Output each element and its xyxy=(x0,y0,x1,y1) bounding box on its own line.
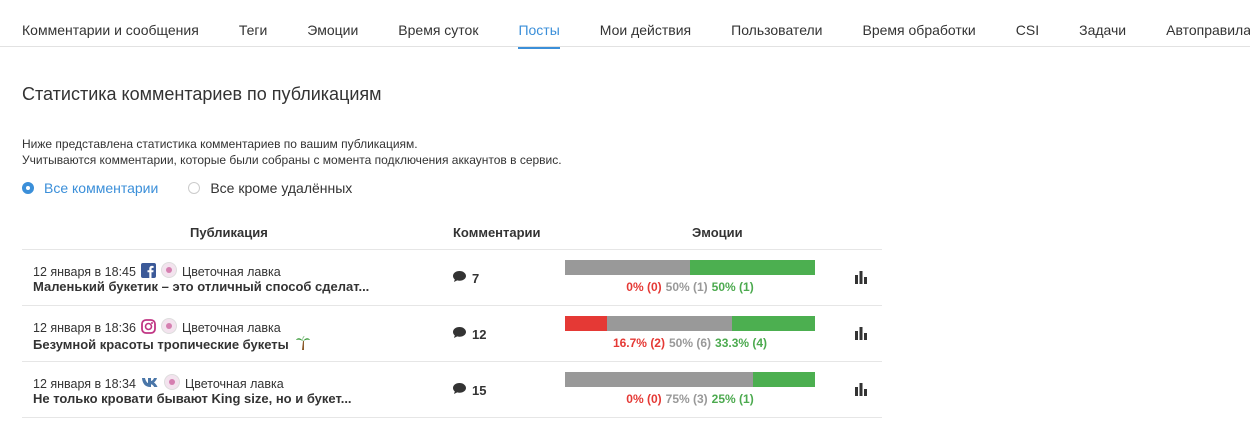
emotion-segment xyxy=(731,316,815,331)
emotion-segment xyxy=(752,372,815,387)
comments: 12 xyxy=(452,326,486,342)
emotion-segment xyxy=(690,260,815,275)
table-row: 12 января в 18:45 Цветочная лавка Маленьки… xyxy=(22,250,882,306)
emotion-labels: 0% (0) 50% (1) 50% (1) xyxy=(565,280,815,294)
emotion-segment xyxy=(606,316,732,331)
header-cell: Публикация xyxy=(190,225,268,240)
emotion-label: 0% (0) xyxy=(626,280,662,294)
post-source: Цветочная лавка xyxy=(181,264,281,279)
table: Публикация Комментарии Эмоции 12 января … xyxy=(22,220,882,418)
network-icon xyxy=(140,262,156,281)
comments: 15 xyxy=(452,382,486,398)
post-meta: 12 января в 18:45 Цветочная лавка xyxy=(33,262,281,281)
emotion-segment xyxy=(565,372,753,387)
comment-count: 15 xyxy=(472,382,487,398)
emotion-labels: 16.7% (2) 50% (6) 33.3% (4) xyxy=(565,336,815,350)
stats-button[interactable] xyxy=(854,382,868,399)
post-meta: 12 января в 18:34 Цветочная лавка xyxy=(33,374,284,393)
comment-icon xyxy=(452,326,467,342)
tab[interactable]: Комментарии и сообщения xyxy=(22,22,199,38)
post-title-text: Маленький букетик – это отличный способ … xyxy=(33,279,370,294)
comments: 7 xyxy=(452,270,479,286)
emotion-label: 0% (0) xyxy=(626,392,662,406)
emotion-label: 50% (1) xyxy=(665,280,708,294)
avatar xyxy=(160,262,177,281)
emotion-labels: 0% (0) 75% (3) 25% (1) xyxy=(565,392,815,406)
emotion-label: 25% (1) xyxy=(711,392,754,406)
description-line: Ниже представлена статистика комментарие… xyxy=(22,137,418,151)
description: Ниже представлена статистика комментарие… xyxy=(22,136,562,168)
tab[interactable]: CSI xyxy=(1015,22,1040,38)
table-header: Публикация Комментарии Эмоции xyxy=(22,220,882,250)
tab[interactable]: Пользователи xyxy=(731,22,823,38)
table-row: 12 января в 18:36 Цветочная лавка Безумной… xyxy=(22,306,882,362)
avatar xyxy=(160,318,177,337)
post-date: 12 января в 18:45 xyxy=(33,264,136,279)
comment-icon xyxy=(452,270,467,286)
emotion-segment xyxy=(565,316,607,331)
emotion-bar xyxy=(565,372,815,387)
post-title: Не только кровати бывают King size, но и… xyxy=(33,391,352,406)
description-line: Учитываются комментарии, которые были со… xyxy=(22,153,562,167)
radio-dot xyxy=(22,182,34,194)
tab-bar: Комментарии и сообщения Теги Эмоции Время с… xyxy=(0,0,1250,49)
emotion-label: 50% (6) xyxy=(668,336,712,350)
tab[interactable]: Мои действия xyxy=(599,22,692,38)
header-cell: Комментарии xyxy=(453,225,541,240)
filter: Все комментарии Все кроме удалённых xyxy=(22,180,352,196)
post-title-text: Безумной красоты тропические букеты xyxy=(33,337,289,352)
post-title: Безумной красоты тропические букеты xyxy=(33,335,311,354)
tab[interactable]: Посты xyxy=(518,0,560,49)
tab[interactable]: Автоправила xyxy=(1166,22,1250,38)
emoji xyxy=(295,335,311,354)
comment-count: 7 xyxy=(472,270,480,286)
radio-option[interactable]: Все кроме удалённых xyxy=(188,180,352,196)
table-row: 12 января в 18:34 Цветочная лавка Не тольк… xyxy=(22,362,882,418)
emotion-label: 75% (3) xyxy=(665,392,708,406)
network-icon xyxy=(141,318,156,337)
emotion-label: 33.3% (4) xyxy=(715,336,768,350)
header-cell: Эмоции xyxy=(692,225,743,240)
radio-label: Все комментарии xyxy=(44,180,159,196)
emotion-label: 16.7% (2) xyxy=(612,336,665,350)
tab[interactable]: Время суток xyxy=(398,22,479,38)
radio-label: Все кроме удалённых xyxy=(210,180,353,196)
post-date: 12 января в 18:34 xyxy=(33,376,136,391)
tab[interactable]: Теги xyxy=(238,22,268,38)
post-title: Маленький букетик – это отличный способ … xyxy=(33,279,369,294)
emotion-label: 50% (1) xyxy=(711,280,754,294)
radio-dot xyxy=(188,182,201,194)
comment-icon xyxy=(452,382,467,398)
post-meta: 12 января в 18:36 Цветочная лавка xyxy=(33,318,281,337)
post-source: Цветочная лавка xyxy=(181,320,281,335)
network-icon xyxy=(141,376,159,391)
section-title: Статистика комментариев по публикациям xyxy=(22,84,382,104)
tab[interactable]: Эмоции xyxy=(307,22,359,38)
emotion-segment xyxy=(565,260,690,275)
post-source: Цветочная лавка xyxy=(184,376,284,391)
stats-button[interactable] xyxy=(854,326,868,343)
emotion-bar xyxy=(565,316,815,331)
tab[interactable]: Время обработки xyxy=(862,22,976,38)
post-title-text: Не только кровати бывают King size, но и… xyxy=(33,391,352,406)
tab[interactable]: Задачи xyxy=(1079,22,1127,38)
post-date: 12 января в 18:36 xyxy=(33,320,136,335)
stats-button[interactable] xyxy=(854,270,868,287)
emotion-bar xyxy=(565,260,815,275)
comment-count: 12 xyxy=(472,326,487,342)
radio-option[interactable]: Все комментарии xyxy=(22,180,158,196)
avatar xyxy=(163,374,180,393)
